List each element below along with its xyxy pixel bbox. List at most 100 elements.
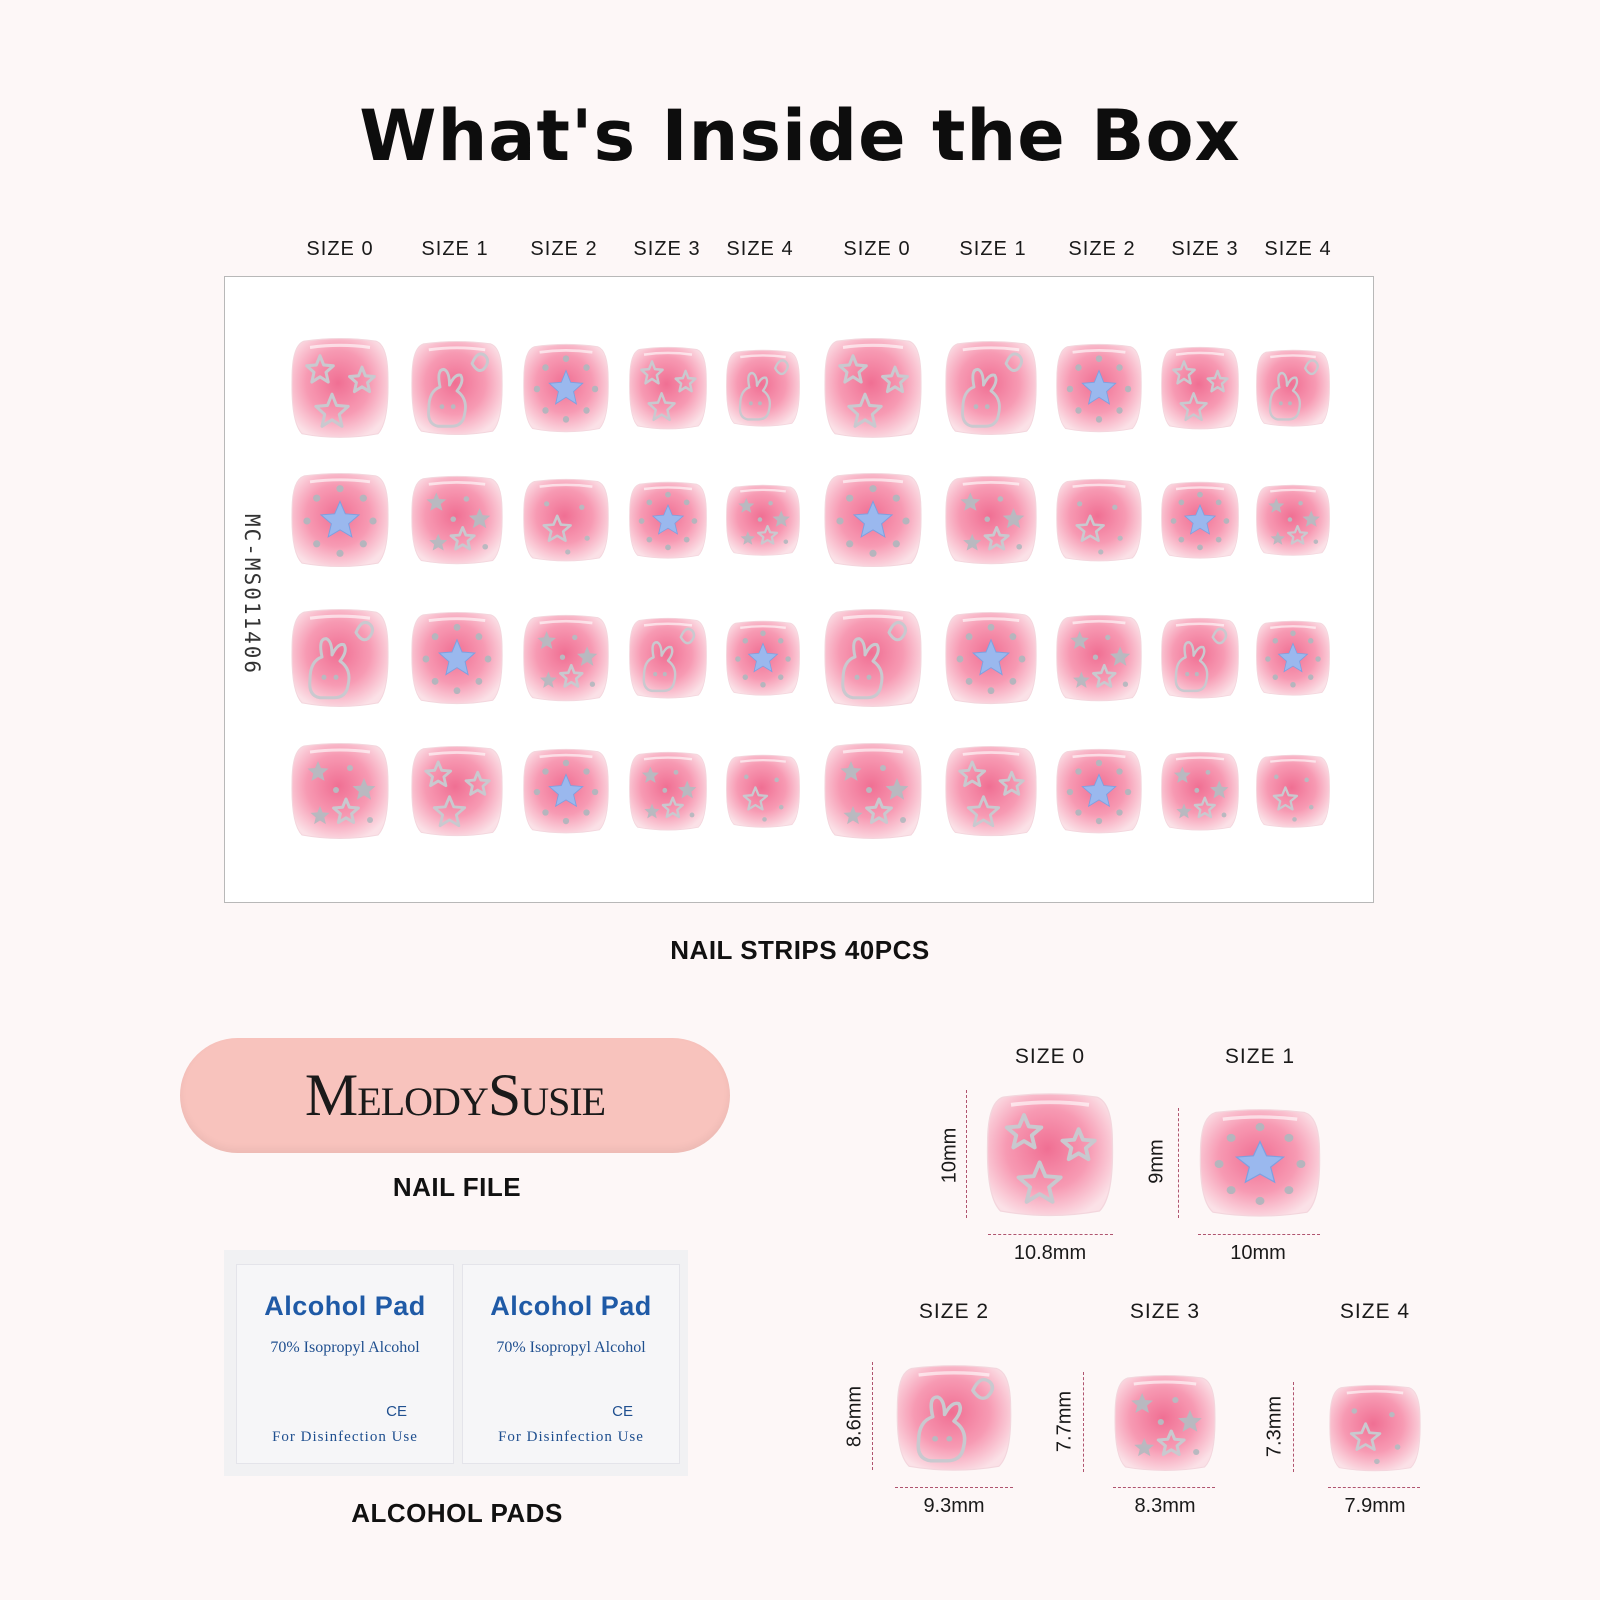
press-on-nail: [945, 341, 1037, 436]
press-on-nail: [1256, 754, 1330, 828]
press-on-nail: [291, 473, 389, 568]
pad-usage: For Disinfection Use: [272, 1429, 418, 1445]
width-guide: [895, 1487, 1013, 1488]
height-guide: [1293, 1382, 1294, 1472]
size-label: SIZE 1: [959, 238, 1027, 260]
size-ref-label: SIZE 2: [918, 1300, 990, 1323]
press-on-nail: [523, 614, 609, 702]
height-value: 8.6mm: [843, 1385, 866, 1448]
height-guide: [872, 1362, 873, 1470]
press-on-nail: [824, 743, 922, 839]
press-on-nail: [629, 617, 707, 699]
press-on-nail: [726, 620, 800, 696]
press-on-nail: [824, 473, 922, 568]
press-on-nail: [945, 745, 1037, 837]
press-on-nail: [523, 343, 609, 433]
press-on-nail: [1161, 751, 1239, 831]
width-value: 7.9mm: [1344, 1495, 1406, 1517]
press-on-nail: [824, 338, 922, 438]
press-on-nail: [1056, 748, 1142, 834]
press-on-nail: [629, 346, 707, 430]
width-value: 8.3mm: [1134, 1495, 1196, 1517]
press-on-nail: [1161, 481, 1239, 559]
alcohol-pad: Alcohol Pad 70% Isopropyl Alcohol CE For…: [462, 1264, 680, 1464]
press-on-nail: [1056, 478, 1142, 562]
size-label: SIZE 4: [726, 238, 794, 260]
pad-subtitle: 70% Isopropyl Alcohol: [496, 1339, 646, 1356]
alcohol-pad: Alcohol Pad 70% Isopropyl Alcohol CE For…: [236, 1264, 454, 1464]
alcohol-pads-caption: ALCOHOL PADS: [351, 1498, 563, 1528]
press-on-nail: [1161, 617, 1239, 699]
size-label: SIZE 4: [1264, 238, 1332, 260]
width-value: 10mm: [1230, 1242, 1286, 1264]
size-label: SIZE 3: [1171, 238, 1239, 260]
height-value: 7.3mm: [1263, 1395, 1286, 1458]
pad-usage: For Disinfection Use: [498, 1429, 644, 1445]
nail-file-caption: NAIL FILE: [392, 1172, 522, 1202]
size-ref-label: SIZE 1: [1224, 1045, 1296, 1068]
press-on-nail: [1114, 1375, 1216, 1471]
press-on-nail: [945, 475, 1037, 565]
press-on-nail: [291, 338, 389, 438]
press-on-nail: [1056, 614, 1142, 702]
press-on-nail: [896, 1365, 1012, 1471]
press-on-nail: [411, 341, 503, 436]
width-guide: [988, 1234, 1113, 1235]
press-on-nail: [411, 475, 503, 565]
height-value: 10mm: [938, 1127, 961, 1184]
height-value: 9mm: [1145, 1139, 1168, 1184]
size-label: SIZE 3: [633, 238, 701, 260]
press-on-nail: [629, 481, 707, 559]
sheet-code-text: MC-MS011406: [240, 514, 264, 676]
width-guide: [1113, 1487, 1215, 1488]
press-on-nail: [1256, 620, 1330, 696]
alcohol-pads: Alcohol Pad 70% Isopropyl Alcohol CE For…: [224, 1250, 688, 1476]
sheet-code: MC-MS011406: [232, 510, 272, 680]
press-on-nail: [523, 748, 609, 834]
press-on-nail: [945, 611, 1037, 705]
press-on-nail: [1056, 343, 1142, 433]
press-on-nail: [726, 484, 800, 556]
width-value: 9.3mm: [923, 1495, 985, 1517]
nail-file: MELODYSUSIE: [180, 1038, 730, 1153]
press-on-nail: [291, 743, 389, 839]
size-ref-label: SIZE 3: [1129, 1300, 1201, 1323]
width-guide: [1198, 1234, 1320, 1235]
size-label: SIZE 0: [306, 238, 374, 260]
press-on-nail: [523, 478, 609, 562]
press-on-nail: [1256, 349, 1330, 427]
size-ref-label: SIZE 4: [1339, 1300, 1411, 1323]
width-value: 10.8mm: [1013, 1242, 1087, 1264]
press-on-nail: [291, 609, 389, 707]
press-on-nail: [1329, 1384, 1421, 1472]
page-title: What's Inside the Box: [359, 95, 1241, 177]
press-on-nail: [411, 745, 503, 837]
press-on-nail: [1256, 484, 1330, 556]
ce-mark: CE: [612, 1403, 633, 1420]
press-on-nail: [726, 754, 800, 828]
nail-strips-caption: NAIL STRIPS 40PCS: [670, 935, 930, 965]
size-label: SIZE 0: [843, 238, 911, 260]
size-label: SIZE 2: [1068, 238, 1136, 260]
press-on-nail: [411, 611, 503, 705]
press-on-nail: [986, 1093, 1114, 1217]
ce-mark: CE: [386, 1403, 407, 1420]
press-on-nail: [1199, 1109, 1321, 1217]
press-on-nail: [1161, 346, 1239, 430]
pad-title: Alcohol Pad: [490, 1291, 652, 1321]
size-ref-label: SIZE 0: [1014, 1045, 1086, 1068]
height-guide: [966, 1090, 967, 1218]
press-on-nail: [824, 609, 922, 707]
press-on-nail: [629, 751, 707, 831]
height-value: 7.7mm: [1053, 1390, 1076, 1453]
press-on-nail: [726, 349, 800, 427]
width-guide: [1328, 1487, 1420, 1488]
height-guide: [1083, 1372, 1084, 1472]
size-label-row: SIZE 0 SIZE 1 SIZE 2 SIZE 3 SIZE 4 SIZE …: [0, 238, 1600, 268]
height-guide: [1178, 1108, 1179, 1218]
pad-title: Alcohol Pad: [264, 1291, 426, 1321]
pad-subtitle: 70% Isopropyl Alcohol: [270, 1339, 420, 1356]
brand-logo: MELODYSUSIE: [304, 1062, 606, 1128]
size-label: SIZE 2: [530, 238, 598, 260]
size-label: SIZE 1: [421, 238, 489, 260]
